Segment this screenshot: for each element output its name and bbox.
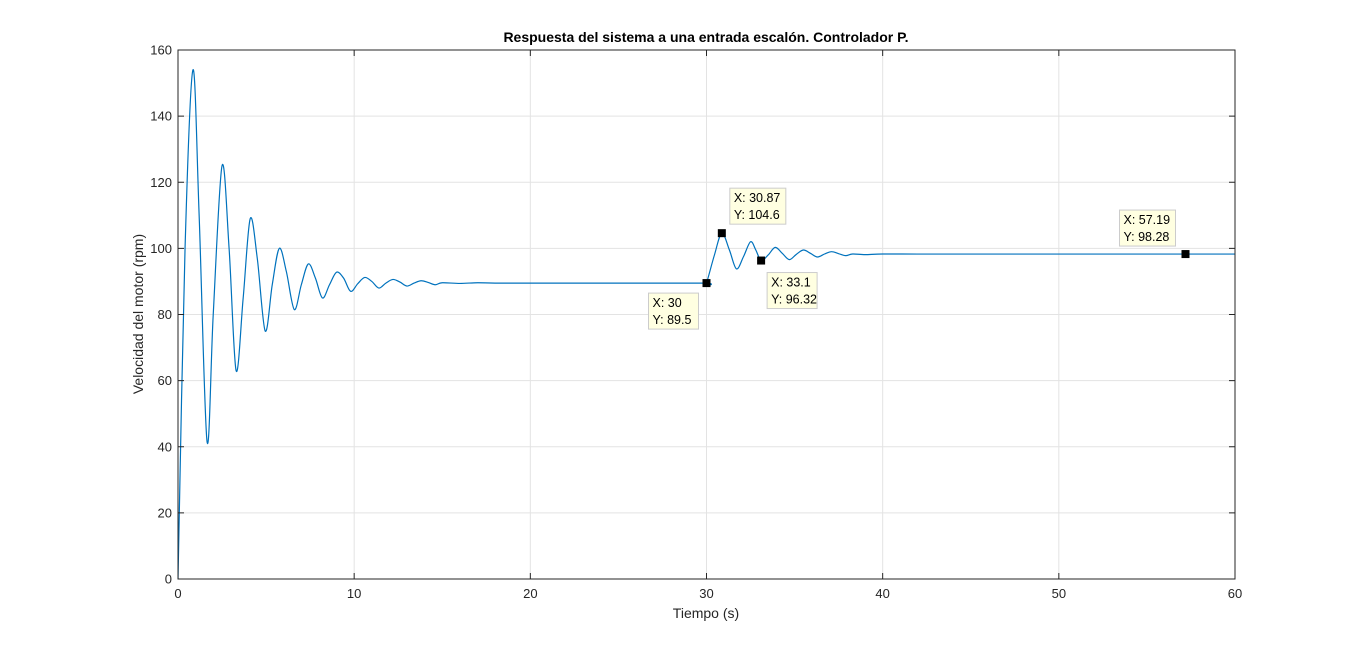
- y-tick-label: 0: [165, 572, 172, 587]
- datatip-marker[interactable]: [757, 256, 766, 265]
- y-tick-label: 140: [150, 109, 172, 124]
- plot-area: [178, 69, 1235, 579]
- datatip-y-label: Y: 89.5: [653, 313, 692, 327]
- datatip-y-label: Y: 96.32: [771, 293, 817, 307]
- datatip[interactable]: X: 57.19 Y: 98.28: [1118, 209, 1190, 259]
- x-tick-label: 40: [875, 586, 889, 601]
- grid: [178, 50, 1235, 579]
- y-axis-label: Velocidad del motor (rpm): [130, 234, 146, 394]
- datatip-marker[interactable]: [1181, 250, 1190, 259]
- x-tick-label: 20: [523, 586, 537, 601]
- x-tick-label: 30: [699, 586, 713, 601]
- datatip[interactable]: X: 33.1 Y: 96.32: [757, 256, 818, 310]
- x-tick-label: 0: [174, 586, 181, 601]
- datatip-marker[interactable]: [717, 229, 726, 238]
- y-tick-label: 20: [158, 505, 172, 520]
- y-tick-label: 60: [158, 373, 172, 388]
- y-tick-label: 40: [158, 439, 172, 454]
- datatips: X: 30 Y: 89.5 X: 30.87 Y: 104.6 X: 33.1 Y: 96…: [648, 187, 1190, 330]
- x-tick-label: 10: [347, 586, 361, 601]
- y-tick-label: 160: [150, 43, 172, 58]
- datatip-marker[interactable]: [702, 279, 711, 288]
- x-tick-label: 50: [1052, 586, 1066, 601]
- y-tick-label: 100: [150, 241, 172, 256]
- series-line: [178, 69, 1235, 579]
- y-tick-label: 120: [150, 175, 172, 190]
- datatip-x-label: X: 57.19: [1123, 213, 1170, 227]
- x-tick-label: 60: [1228, 586, 1242, 601]
- datatip[interactable]: X: 30.87 Y: 104.6: [717, 187, 787, 238]
- x-axis-label: Tiempo (s): [673, 605, 739, 621]
- datatip-box: [1118, 209, 1176, 247]
- datatip-x-label: X: 30: [653, 296, 682, 310]
- ticks: 0 10 20 30 40 50 60 0 20 40 60 80 100 120 140 160: [150, 43, 1242, 602]
- datatip-x-label: X: 33.1: [771, 276, 811, 290]
- datatip[interactable]: X: 30 Y: 89.5: [648, 279, 711, 330]
- datatip-box: [766, 272, 818, 310]
- chart-title: Respuesta del sistema a una entrada esca…: [503, 29, 908, 45]
- datatip-box: [648, 292, 699, 330]
- datatip-y-label: Y: 104.6: [734, 208, 780, 222]
- datatip-x-label: X: 30.87: [734, 191, 781, 205]
- datatip-y-label: Y: 98.28: [1123, 230, 1169, 244]
- y-tick-label: 80: [158, 307, 172, 322]
- datatip-box: [729, 187, 787, 225]
